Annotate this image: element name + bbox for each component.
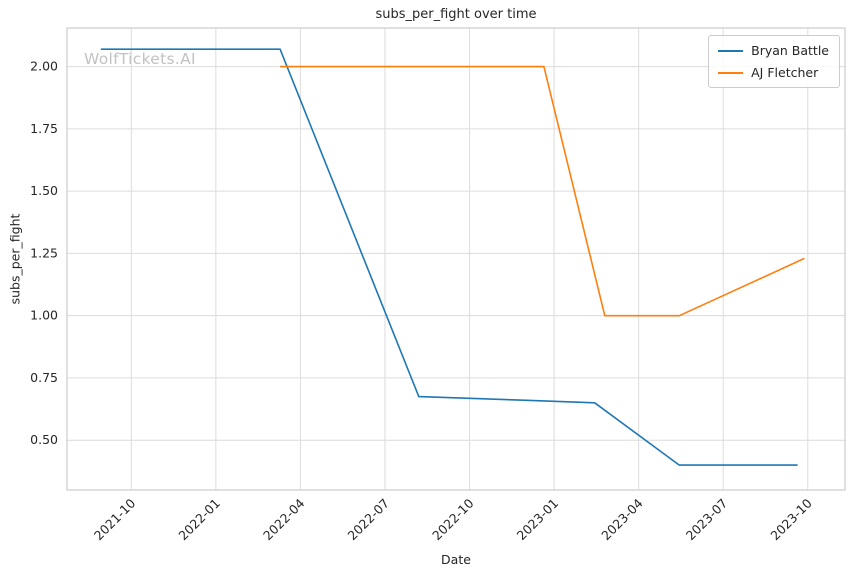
legend-label-aj-fletcher: AJ Fletcher bbox=[751, 65, 819, 80]
legend-item-aj-fletcher: AJ Fletcher bbox=[718, 65, 829, 80]
y-tick-label: 1.50 bbox=[30, 183, 58, 198]
legend-line-swatch-bryan-battle bbox=[718, 49, 744, 52]
legend-line-swatch-aj-fletcher bbox=[718, 71, 744, 74]
y-tick-label: 1.00 bbox=[30, 308, 58, 323]
legend-label-bryan-battle: Bryan Battle bbox=[751, 43, 829, 58]
series-line-bryan-battle bbox=[100, 48, 798, 466]
y-axis-label: subs_per_fight bbox=[7, 213, 23, 305]
y-tick-label: 2.00 bbox=[30, 59, 58, 74]
y-tick-label: 0.50 bbox=[30, 432, 58, 447]
series-line-aj-fletcher bbox=[280, 65, 805, 317]
y-tick-label: 1.25 bbox=[30, 245, 58, 260]
y-tick-label: 1.75 bbox=[30, 121, 58, 136]
watermark: WolfTickets.AI bbox=[84, 50, 196, 68]
chart-title: subs_per_fight over time bbox=[375, 7, 537, 22]
legend: Bryan Battle AJ Fletcher bbox=[708, 35, 840, 88]
x-axis-label: Date bbox=[441, 552, 471, 567]
y-tick-label: 0.75 bbox=[30, 370, 58, 385]
legend-item-bryan-battle: Bryan Battle bbox=[718, 43, 829, 58]
axes-frame bbox=[66, 27, 846, 491]
